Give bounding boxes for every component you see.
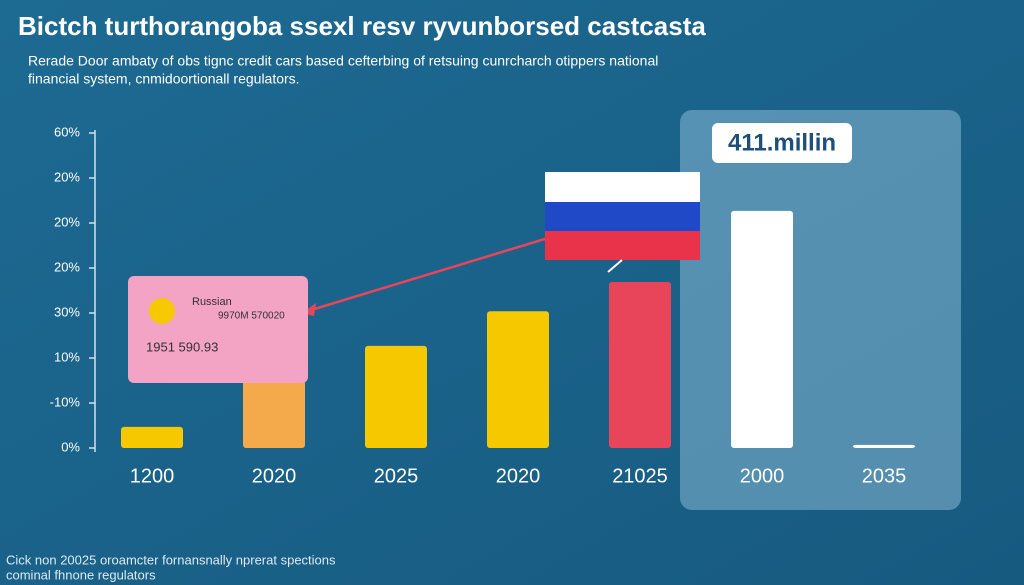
- y-tick-label: 20%: [54, 259, 80, 274]
- x-tick-label: 2000: [740, 465, 785, 487]
- y-tick-label: 20%: [54, 169, 80, 184]
- footer: Cick non 20025 oroamcter fornansnally np…: [6, 552, 336, 567]
- footer: cominal fhnone regulators: [6, 567, 156, 582]
- highlight-box: [712, 123, 852, 163]
- card-name: Russian: [192, 296, 232, 308]
- bar: [365, 345, 427, 448]
- flag: [545, 172, 700, 260]
- subtitle: Rerade Door ambaty of obs tignc credit c…: [28, 53, 658, 69]
- bar: [853, 444, 915, 448]
- ticks: 0% -10% 10% 30% 20% 20% 20% 60% 1200 2020 2025 2020…: [50, 124, 907, 487]
- flag-stripe: [545, 231, 700, 260]
- highlight-label: 411.millin: [728, 129, 836, 156]
- y-tick-label: -10%: [50, 394, 81, 409]
- flag-stripe: [545, 202, 700, 231]
- subtitle: financial system, cnmidoortionall regula…: [28, 71, 300, 87]
- bar: [609, 281, 671, 448]
- card-chip: [149, 298, 175, 324]
- small-arrow: [607, 259, 623, 273]
- x-tick-label: 2035: [862, 465, 907, 487]
- credit-card: Russian 9970M 570020 1951 590.93: [128, 276, 308, 383]
- chart-title: Bictch turthorangoba ssexl resv ryvunbor…: [18, 11, 706, 41]
- flag-stripe: [545, 172, 700, 202]
- arrow: [307, 236, 549, 313]
- x-tick-label: 2025: [374, 465, 419, 487]
- x-tick-label: 2020: [252, 465, 297, 487]
- highlight-panel: [680, 110, 961, 510]
- x-tick-label: 2020: [496, 465, 541, 487]
- y-tick-label: 30%: [54, 304, 80, 319]
- y-tick-label: 0%: [61, 439, 80, 454]
- y-tick-label: 60%: [54, 124, 80, 139]
- card-body: [128, 276, 308, 383]
- x-tick-label: 1200: [130, 465, 175, 487]
- y-tick-label: 20%: [54, 214, 80, 229]
- card-number: 9970M 570020: [218, 311, 285, 322]
- bar: [121, 426, 183, 448]
- bars: [121, 210, 915, 448]
- bar: [731, 210, 793, 448]
- y-tick-label: 10%: [54, 349, 80, 364]
- bar: [487, 311, 549, 448]
- x-tick-label: 21025: [612, 465, 668, 487]
- card-amount: 1951 590.93: [146, 339, 218, 354]
